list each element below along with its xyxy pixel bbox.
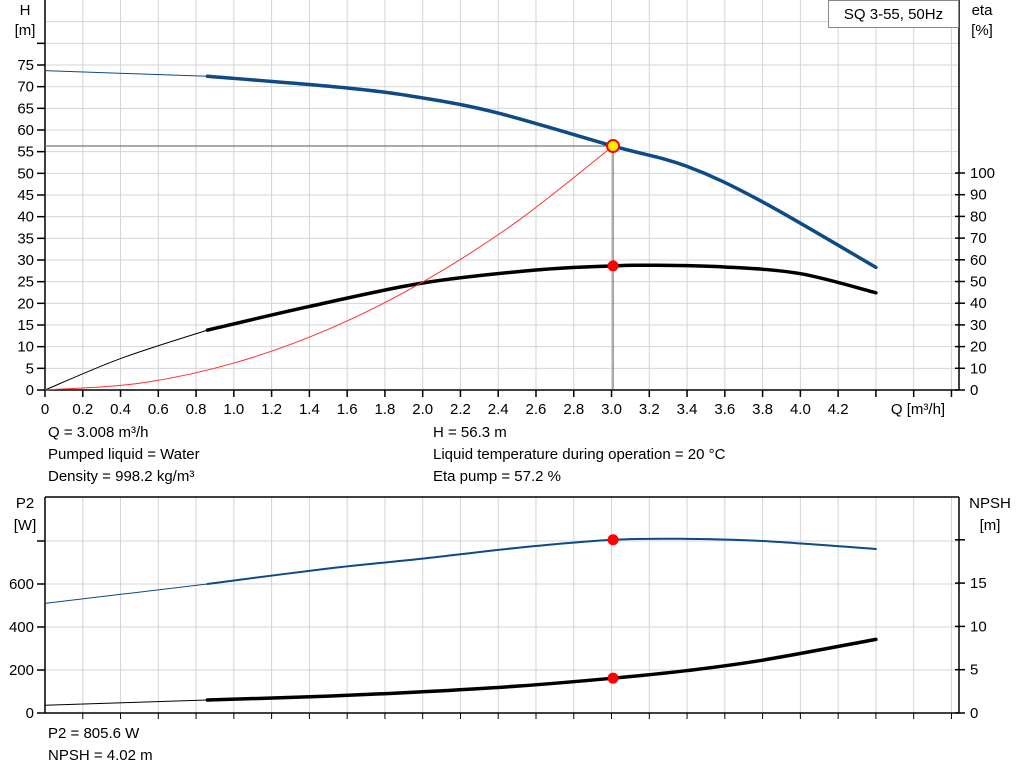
x-tick-label: 2.4 <box>488 401 509 418</box>
x-tick-label: 2.6 <box>526 401 547 418</box>
info-flow: Q = 3.008 m³/h <box>48 424 149 441</box>
x-tick-label: 3.2 <box>639 401 660 418</box>
x-tick-label: 3.4 <box>677 401 698 418</box>
system-curve <box>44 145 614 391</box>
y-tick-label-left: 65 <box>17 100 34 117</box>
npsh-curve <box>205 637 878 702</box>
y-tick-label-left: 35 <box>17 230 34 247</box>
y-tick-label-left: 600 <box>9 576 34 593</box>
y-tick-label-right: 40 <box>970 295 987 312</box>
head-eta-chart: 0 5 10 15 20 25 30 35 40 45 50 55 60 65 70 75 0 10 20 30 40 5… <box>15 0 995 418</box>
y-tick-label-left: 75 <box>17 57 34 74</box>
y-axis-title-left: H <box>20 2 31 19</box>
power-curve-extrapolated <box>44 583 208 604</box>
x-tick-label: 0.2 <box>72 401 93 418</box>
y-tick-label-right: 90 <box>970 187 987 204</box>
y-tick-label-right: 20 <box>970 339 987 356</box>
info-p2: P2 = 805.6 W <box>48 725 140 742</box>
y-tick-label-left: 0 <box>26 705 34 722</box>
y-tick-label-right: 80 <box>970 208 987 225</box>
info-head: H = 56.3 m <box>433 424 507 441</box>
y-axis-unit-right: [%] <box>971 22 993 39</box>
x-tick-label: 3.0 <box>601 401 622 418</box>
x-tick-label: 0.8 <box>186 401 207 418</box>
info-density: Density = 998.2 kg/m³ <box>48 468 195 485</box>
efficiency-curve-extrapolated <box>44 329 208 391</box>
y-axis-title-left: P2 <box>16 495 34 512</box>
x-tick-label: 4.2 <box>828 401 849 418</box>
y-axis-unit-right: [m] <box>980 517 1001 534</box>
efficiency-curve <box>205 263 878 332</box>
x-tick-label: 1.8 <box>374 401 395 418</box>
x-tick-label: 2.2 <box>450 401 471 418</box>
y-tick-label-left: 10 <box>17 339 34 356</box>
x-tick-label: 0.6 <box>148 401 169 418</box>
x-tick-label: 3.6 <box>714 401 735 418</box>
duty-point-npsh-marker <box>607 672 619 684</box>
y-tick-label-right: 100 <box>970 165 995 182</box>
legend-pump-name: SQ 3-55, 50Hz <box>843 6 944 23</box>
x-tick-label: 1.0 <box>223 401 244 418</box>
head-curve <box>205 74 878 270</box>
y-axis-unit-left: [m] <box>15 22 36 39</box>
y-tick-label-left: 25 <box>17 274 34 291</box>
x-tick-label: 2.8 <box>563 401 584 418</box>
y-tick-label-right: 30 <box>970 317 987 334</box>
y-tick-label-left: 70 <box>17 79 34 96</box>
info-temperature: Liquid temperature during operation = 20… <box>433 446 726 463</box>
y-tick-label-left: 20 <box>17 295 34 312</box>
chart-legend: SQ 3-55, 50Hz <box>828 0 959 28</box>
x-tick-label: 0.4 <box>110 401 131 418</box>
x-tick-label: 4.0 <box>790 401 811 418</box>
y-tick-label-right: 5 <box>970 662 978 679</box>
power-npsh-chart: 0 200 400 600 0 5 10 15 P2 [W] NPSH [m] <box>9 495 1011 722</box>
y-axis-title-right: eta <box>972 2 994 19</box>
x-tick-label: 1.6 <box>337 401 358 418</box>
y-tick-label-right: 0 <box>970 382 978 399</box>
x-tick-label: 0 <box>41 401 49 418</box>
y-tick-label-right: 15 <box>970 575 987 592</box>
y-tick-label-left: 15 <box>17 317 34 334</box>
info-eta: Eta pump = 57.2 % <box>433 468 561 485</box>
y-tick-label-left: 50 <box>17 165 34 182</box>
duty-point-p2-marker <box>607 534 619 546</box>
x-tick-label: 1.2 <box>261 401 282 418</box>
x-tick-label: 2.0 <box>412 401 433 418</box>
duty-point-head-marker <box>606 139 621 154</box>
y-tick-label-left: 40 <box>17 209 34 226</box>
y-tick-label-right: 10 <box>970 360 987 377</box>
y-tick-label-left: 60 <box>17 122 34 139</box>
y-tick-label-right: 0 <box>970 705 978 722</box>
power-curve <box>206 537 877 585</box>
y-tick-label-left: 5 <box>26 360 34 377</box>
y-tick-label-left: 30 <box>17 252 34 269</box>
duty-point-eta-marker <box>607 260 619 272</box>
y-tick-label-left: 400 <box>9 619 34 636</box>
info-npsh: NPSH = 4.02 m <box>48 747 153 764</box>
npsh-curve-extrapolated <box>44 699 208 706</box>
y-tick-label-right: 10 <box>970 618 987 635</box>
y-tick-label-right: 60 <box>970 252 987 269</box>
y-tick-label-left: 200 <box>9 662 34 679</box>
x-tick-label: 3.8 <box>752 401 773 418</box>
y-tick-label-left: 55 <box>17 144 34 161</box>
y-tick-label-left: 45 <box>17 187 34 204</box>
y-tick-label-left: 0 <box>26 382 34 399</box>
y-axis-title-right: NPSH <box>969 495 1011 512</box>
head-curve-extrapolated <box>44 70 208 77</box>
x-tick-label: 1.4 <box>299 401 320 418</box>
y-tick-label-right: 70 <box>970 230 987 247</box>
y-axis-unit-left: [W] <box>14 517 37 534</box>
info-liquid: Pumped liquid = Water <box>48 446 200 463</box>
y-tick-label-right: 50 <box>970 274 987 291</box>
x-axis-title: Q [m³/h] <box>891 401 945 418</box>
